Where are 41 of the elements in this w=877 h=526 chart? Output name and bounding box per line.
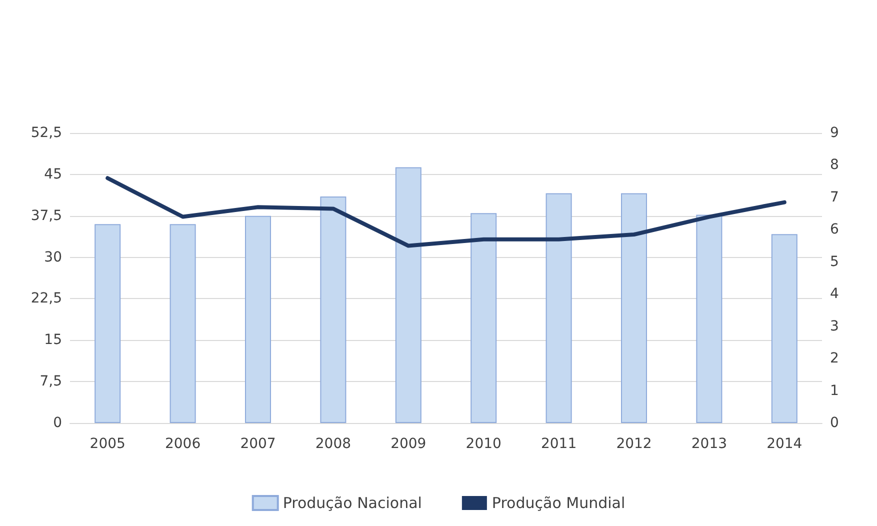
y2-tick-label: 4: [830, 286, 839, 302]
x-tick-label: 2009: [390, 436, 426, 452]
legend-label: Produção Nacional: [282, 494, 422, 512]
y-tick-label: 30: [44, 249, 62, 266]
legend-label: Produção Mundial: [492, 494, 626, 512]
y2-tick-label: 2: [830, 350, 839, 367]
bar: [245, 216, 271, 423]
bar: [94, 224, 121, 423]
y-tick-label: 45: [44, 166, 62, 182]
x-tick-label: 2005: [90, 436, 126, 452]
x-tick-label: 2007: [240, 436, 276, 452]
x-tick-label: 2010: [466, 436, 502, 452]
bar: [320, 196, 346, 423]
y2-tick-label: 7: [830, 189, 839, 206]
y2-tick-label: 6: [830, 222, 839, 238]
bar: [771, 234, 798, 423]
y2-tick-label: 9: [830, 125, 839, 141]
y-tick-label: 22,5: [30, 290, 62, 307]
y-tick-label: 37,5: [30, 208, 62, 224]
x-tick-label: 2013: [691, 436, 728, 452]
y2-tick-label: 3: [830, 318, 839, 334]
x-tick-label: 2008: [315, 436, 352, 452]
x-tick-label: 2012: [616, 436, 652, 452]
y2-tick-label: 5: [830, 254, 839, 270]
bar: [395, 167, 422, 423]
y-tick-label: 7,5: [40, 374, 62, 390]
bar: [546, 193, 572, 423]
y-tick-label: 52,5: [30, 125, 62, 141]
y2-tick-label: 0: [830, 415, 839, 431]
x-tick-label: 2006: [164, 436, 201, 452]
y2-tick-label: 1: [830, 382, 839, 399]
bar: [696, 214, 722, 423]
y-tick-label: 15: [44, 332, 62, 348]
bar: [621, 193, 647, 423]
y2-tick-label: 8: [830, 157, 839, 174]
x-tick-label: 2014: [766, 436, 802, 452]
y-tick-label: 0: [53, 415, 62, 431]
bar: [470, 213, 497, 423]
x-tick-label: 2011: [540, 436, 577, 452]
bar: [170, 224, 196, 423]
line-series: [106, 176, 786, 248]
